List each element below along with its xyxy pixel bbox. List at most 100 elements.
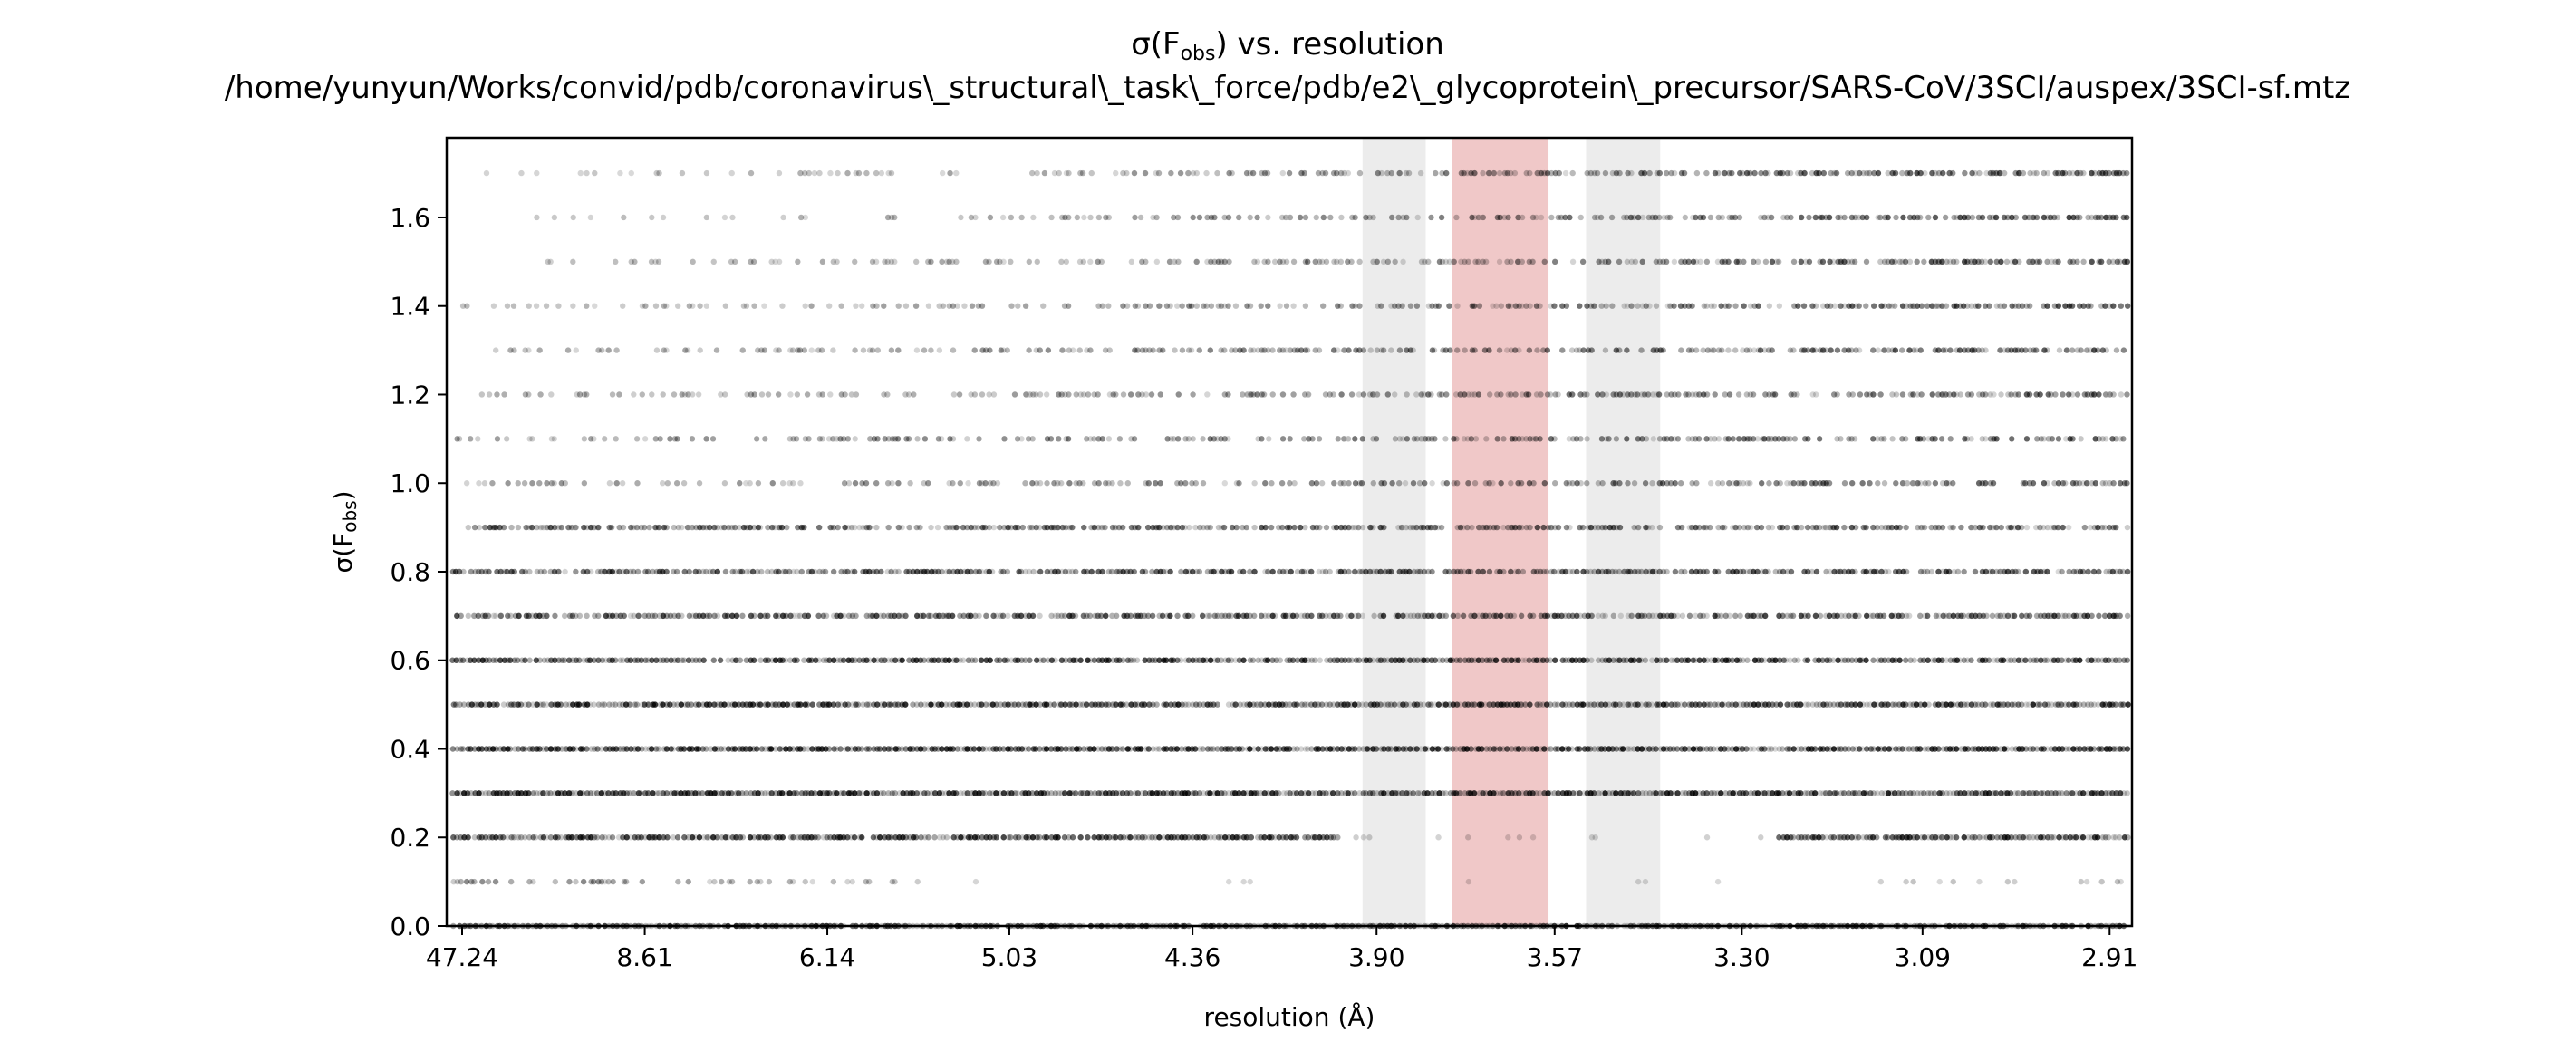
data-point	[522, 834, 528, 841]
data-point	[1000, 790, 1008, 796]
data-point	[1279, 436, 1287, 442]
data-point	[2124, 568, 2131, 575]
data-point	[2059, 790, 2065, 796]
data-point	[541, 568, 548, 575]
data-point	[1116, 746, 1124, 752]
data-point	[939, 568, 945, 575]
data-point	[892, 746, 899, 752]
data-point	[591, 790, 597, 796]
data-point	[1391, 701, 1398, 708]
data-point	[1287, 436, 1293, 442]
data-point	[1173, 746, 1181, 752]
data-point	[537, 701, 544, 708]
data-point	[950, 834, 957, 841]
data-point	[1512, 391, 1519, 398]
data-point	[613, 436, 619, 442]
data-point	[673, 568, 680, 575]
data-point	[1023, 834, 1029, 841]
data-point	[1105, 303, 1112, 309]
data-point	[1141, 701, 1148, 708]
data-point	[802, 878, 808, 885]
data-point	[894, 701, 902, 708]
data-point	[2118, 391, 2125, 398]
data-point	[703, 746, 709, 752]
data-point	[681, 834, 688, 841]
data-point	[1146, 701, 1153, 708]
data-point	[1932, 436, 1938, 442]
data-point	[1116, 436, 1124, 442]
data-point	[613, 657, 619, 663]
data-point	[1683, 790, 1689, 796]
data-point	[918, 834, 924, 841]
data-point	[1486, 568, 1493, 575]
data-point	[1735, 391, 1742, 398]
data-point	[1826, 480, 1833, 487]
data-point	[695, 391, 702, 398]
data-point	[795, 834, 802, 841]
data-point	[1480, 790, 1486, 796]
data-point	[1886, 568, 1892, 575]
data-point	[1603, 391, 1610, 398]
data-point	[1360, 746, 1366, 752]
data-point	[686, 568, 692, 575]
data-point	[1852, 524, 1859, 531]
data-point	[2055, 790, 2062, 796]
data-point	[671, 790, 678, 796]
data-point	[914, 436, 921, 442]
data-point	[1146, 834, 1153, 841]
data-point	[940, 303, 947, 309]
data-point	[1567, 524, 1573, 531]
data-point	[1732, 746, 1740, 752]
data-point	[1396, 347, 1404, 353]
data-point	[588, 568, 594, 575]
data-point	[1445, 746, 1452, 752]
data-point	[1291, 480, 1298, 487]
data-point	[605, 347, 612, 353]
data-point	[573, 878, 579, 885]
data-point	[552, 834, 559, 841]
data-point	[1302, 303, 1309, 309]
data-point	[958, 790, 964, 796]
data-point	[1380, 347, 1387, 353]
data-point	[794, 391, 801, 398]
data-point	[1084, 790, 1091, 796]
data-point	[1225, 436, 1231, 442]
data-point	[1424, 790, 1431, 796]
data-point	[1443, 391, 1450, 398]
data-point	[737, 657, 744, 663]
data-point	[1631, 480, 1638, 487]
data-point	[1370, 790, 1376, 796]
data-point	[851, 834, 858, 841]
data-point	[522, 701, 529, 708]
data-point	[526, 701, 532, 708]
data-point	[1279, 524, 1286, 531]
data-point	[1360, 790, 1366, 796]
data-point	[1309, 790, 1316, 796]
data-point	[1664, 657, 1670, 663]
data-point	[1765, 568, 1771, 575]
data-point	[632, 701, 638, 708]
data-point	[1498, 303, 1505, 309]
data-point	[936, 834, 943, 841]
data-point	[2033, 746, 2041, 752]
data-point	[468, 790, 475, 796]
data-point	[500, 746, 507, 752]
data-point	[2069, 436, 2076, 442]
data-point	[1387, 701, 1394, 708]
data-point	[1327, 568, 1333, 575]
data-point	[517, 701, 525, 708]
data-point	[638, 834, 644, 841]
data-point	[1483, 436, 1490, 442]
data-point	[1921, 524, 1928, 531]
data-point	[1442, 436, 1449, 442]
data-point	[1102, 524, 1108, 531]
data-point	[659, 480, 666, 487]
data-point	[989, 568, 996, 575]
data-point	[1005, 834, 1012, 841]
data-point	[1080, 790, 1086, 796]
data-point	[960, 657, 967, 663]
data-point	[613, 347, 620, 353]
data-point	[936, 347, 943, 353]
data-point	[2078, 878, 2085, 885]
data-point	[1268, 746, 1275, 752]
